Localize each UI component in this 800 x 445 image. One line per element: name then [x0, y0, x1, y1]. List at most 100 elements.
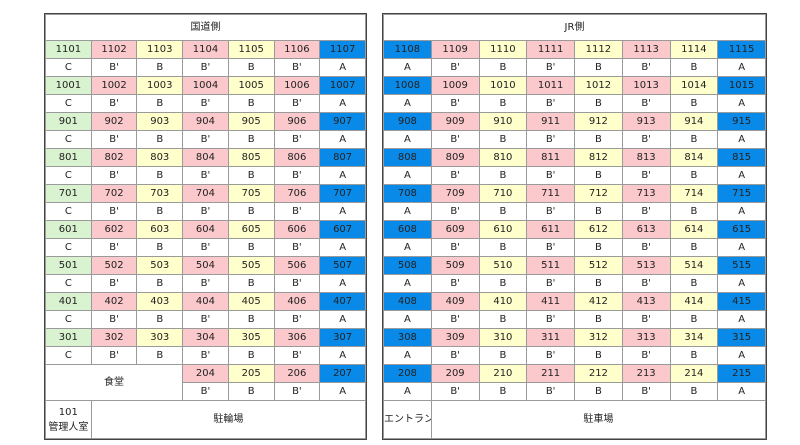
room-number: 1101	[45, 40, 92, 59]
room-number: 913	[621, 112, 671, 131]
room-type: A	[383, 310, 432, 329]
room-type: B	[574, 346, 623, 365]
room-type: B	[574, 238, 623, 257]
room-number: 1006	[273, 76, 321, 95]
room-type: B'	[90, 346, 138, 365]
room-number: 209	[430, 364, 480, 383]
type-row: A B' B B' B B' B A	[383, 310, 766, 329]
room-number: 514	[669, 256, 719, 275]
room-type: B'	[182, 166, 229, 185]
room-number: 308	[383, 328, 432, 347]
room-number: 505	[227, 256, 275, 275]
room-type: A	[717, 238, 766, 257]
room-number: 404	[182, 292, 229, 311]
room-type: B'	[273, 238, 321, 257]
room-type: C	[45, 130, 92, 149]
room-number: 615	[717, 220, 766, 239]
room-number: 607	[319, 220, 366, 239]
room-number: 307	[319, 328, 366, 347]
room-number: 405	[227, 292, 275, 311]
room-type: A	[319, 58, 366, 77]
room-type: B	[136, 166, 184, 185]
room-type: B	[574, 130, 623, 149]
room-row: 601 602 603 604 605 606 607	[45, 220, 366, 239]
room-number: 705	[227, 184, 275, 203]
room-number: 907	[319, 112, 366, 131]
room-number: 902	[90, 112, 138, 131]
room-number: 1004	[182, 76, 229, 95]
room-row: 808 809 810 811 812 813 814 815	[383, 148, 766, 167]
room-type: B'	[526, 130, 575, 149]
bottom-row: エントランス駐車場	[383, 400, 767, 439]
room-type: B	[669, 166, 719, 185]
room-type: B'	[621, 346, 671, 365]
room-number: 1007	[319, 76, 366, 95]
room-number: 702	[90, 184, 138, 203]
room-number: 715	[717, 184, 766, 203]
room-number: 301	[45, 328, 92, 347]
room-type: B	[478, 346, 528, 365]
room-number: 315	[717, 328, 766, 347]
type-row: C B' B B' B B' A	[45, 274, 366, 293]
room-type: A	[319, 382, 366, 401]
room-number: 409	[430, 292, 480, 311]
room-row: 708 709 710 711 712 713 714 715	[383, 184, 766, 203]
room-number: 303	[136, 328, 184, 347]
room-number: 302	[90, 328, 138, 347]
room-number: 611	[526, 220, 575, 239]
room-number: 214	[669, 364, 719, 383]
room-type: B	[669, 346, 719, 365]
room-type: B'	[526, 274, 575, 293]
room-number: 610	[478, 220, 528, 239]
room-type: A	[319, 238, 366, 257]
room-number: 411	[526, 292, 575, 311]
room-number: 1115	[717, 40, 766, 59]
room-number: 1108	[383, 40, 432, 59]
room-number: 703	[136, 184, 184, 203]
room-type: B	[478, 94, 528, 113]
room-number: 801	[45, 148, 92, 167]
room-number: 1109	[430, 40, 480, 59]
room-number: 207	[319, 364, 366, 383]
room-type: B	[227, 166, 275, 185]
room-type: B'	[526, 58, 575, 77]
room-number: 511	[526, 256, 575, 275]
room-number: 402	[90, 292, 138, 311]
room-number: 1014	[669, 76, 719, 95]
room-number: 1012	[574, 76, 623, 95]
header-row: JR側	[383, 14, 766, 41]
room-number: 510	[478, 256, 528, 275]
room-number: 1111	[526, 40, 575, 59]
room-type: B'	[273, 382, 321, 401]
room-type: B	[136, 202, 184, 221]
room-type: B'	[182, 382, 229, 401]
room-number: 713	[621, 184, 671, 203]
room-type: B'	[273, 130, 321, 149]
room-type: B'	[430, 202, 480, 221]
room-row: 508 509 510 511 512 513 514 515	[383, 256, 766, 275]
room-type: B'	[621, 166, 671, 185]
room-type: B'	[526, 310, 575, 329]
room-type: B	[669, 382, 719, 401]
room-type: B	[227, 274, 275, 293]
type-row: A B' B B' B B' B A	[383, 274, 766, 293]
room-type: B'	[430, 274, 480, 293]
room-number: 1104	[182, 40, 229, 59]
room-number: 910	[478, 112, 528, 131]
type-row: C B' B B' B B' A	[45, 346, 366, 365]
room-number: 310	[478, 328, 528, 347]
room-type: B	[136, 94, 184, 113]
room-number: 813	[621, 148, 671, 167]
room-type: B	[478, 310, 528, 329]
room-type: B	[574, 166, 623, 185]
type-row: A B' B B' B B' B A	[383, 94, 766, 113]
room-type: B	[478, 58, 528, 77]
room-row: 208 209 210 211 212 213 214 215	[383, 364, 766, 383]
room-type: B	[478, 382, 528, 401]
room-number: 807	[319, 148, 366, 167]
room-number: 704	[182, 184, 229, 203]
room-number: 208	[383, 364, 432, 383]
room-type: B'	[430, 58, 480, 77]
room-number: 915	[717, 112, 766, 131]
room-number: 412	[574, 292, 623, 311]
